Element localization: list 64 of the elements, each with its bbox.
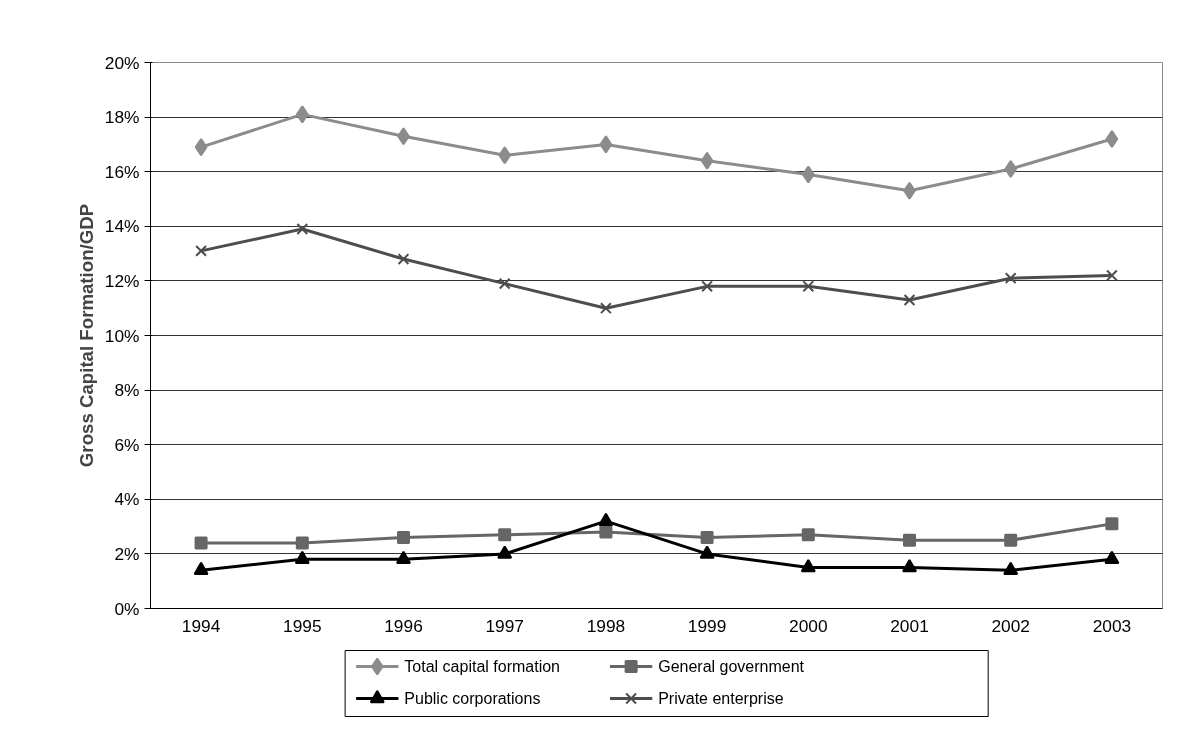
legend-label: Public corporations xyxy=(404,690,541,707)
x-tick-label: 1999 xyxy=(687,615,727,636)
point xyxy=(294,550,310,565)
point xyxy=(902,559,917,573)
y-tick-label: 12% xyxy=(104,270,140,291)
point xyxy=(802,280,815,293)
point xyxy=(1105,129,1119,148)
y-tick-label: 6% xyxy=(114,434,140,455)
x-tick-label: 1996 xyxy=(384,615,423,636)
x-tick-label: 2003 xyxy=(1092,615,1132,636)
point xyxy=(396,550,411,565)
x-tick-label: 1997 xyxy=(485,615,524,636)
point xyxy=(599,302,612,315)
point xyxy=(194,138,208,157)
point xyxy=(295,105,309,124)
legend-label: Private enterprise xyxy=(658,690,784,707)
point xyxy=(195,244,208,257)
point xyxy=(296,223,309,235)
point xyxy=(801,165,815,184)
point xyxy=(599,135,613,154)
x-tick-label: 1998 xyxy=(586,615,626,636)
x-tick-label: 2002 xyxy=(991,615,1030,636)
y-tick-label: 18% xyxy=(104,107,140,128)
point xyxy=(194,536,208,550)
point xyxy=(1004,159,1018,178)
x-tick-label: 1995 xyxy=(283,615,322,636)
point xyxy=(801,528,815,542)
y-tick-label: 0% xyxy=(114,598,140,619)
point xyxy=(498,528,512,542)
point xyxy=(497,545,513,559)
point xyxy=(599,525,613,539)
x-tick-label: 2001 xyxy=(890,615,929,636)
y-tick-label: 14% xyxy=(104,216,140,237)
point xyxy=(903,533,916,547)
point xyxy=(1004,272,1017,285)
point xyxy=(397,531,410,545)
legend-label: General government xyxy=(658,658,805,675)
point xyxy=(701,280,714,293)
point xyxy=(1003,561,1019,576)
y-tick-label: 4% xyxy=(114,489,140,510)
point xyxy=(1004,533,1018,547)
legend-label: Total capital formation xyxy=(404,658,560,675)
y-tick-label: 8% xyxy=(114,380,140,401)
y-tick-label: 10% xyxy=(104,325,140,346)
y-tick-label: 16% xyxy=(104,161,140,182)
point xyxy=(700,531,714,545)
x-tick-label: 2000 xyxy=(789,615,828,636)
point xyxy=(699,545,715,559)
point xyxy=(295,536,309,550)
point xyxy=(1105,269,1118,282)
point xyxy=(1104,550,1120,565)
y-tick-label: 2% xyxy=(114,543,140,564)
point xyxy=(1105,517,1119,531)
point xyxy=(598,512,614,526)
point xyxy=(397,253,410,266)
point xyxy=(903,294,916,306)
point xyxy=(193,561,209,576)
point xyxy=(498,146,512,165)
y-tick-label: 20% xyxy=(104,52,140,73)
y-axis-title: Gross Capital Formation/GDP xyxy=(75,203,97,468)
point xyxy=(700,151,714,170)
x-tick-label: 1994 xyxy=(181,615,221,636)
point xyxy=(498,277,511,290)
point xyxy=(800,559,816,573)
